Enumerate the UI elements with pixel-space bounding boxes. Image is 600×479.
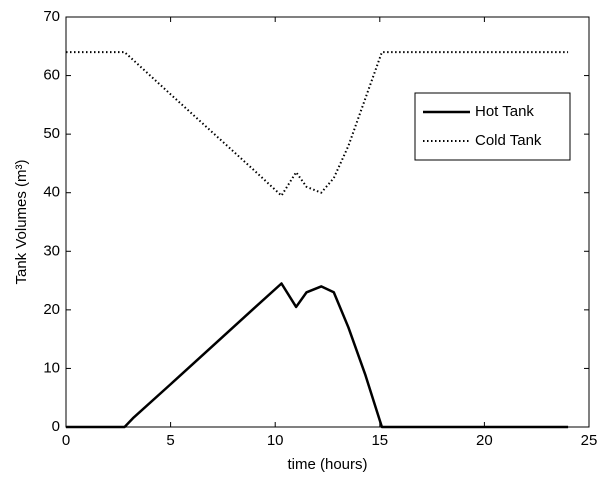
plot-frame bbox=[65, 16, 590, 428]
y-tick-label: 40 bbox=[43, 184, 60, 201]
y-tick-label: 0 bbox=[52, 418, 60, 435]
y-tick-label: 20 bbox=[43, 301, 60, 318]
y-tick-label: 70 bbox=[43, 8, 60, 25]
x-axis-label: time (hours) bbox=[287, 456, 367, 473]
y-tick-label: 30 bbox=[43, 242, 60, 259]
y-tick-label: 10 bbox=[43, 359, 60, 376]
series-line bbox=[66, 282, 569, 429]
y-axis-label: Tank Volumes (m³) bbox=[13, 159, 30, 284]
series-line bbox=[66, 51, 569, 197]
y-tick-label: 50 bbox=[43, 125, 60, 142]
x-tick-label: 25 bbox=[581, 432, 598, 449]
x-tick-label: 20 bbox=[476, 432, 493, 449]
x-tick-label: 15 bbox=[371, 432, 388, 449]
y-tick-label: 60 bbox=[43, 67, 60, 84]
legend-label: Hot Tank bbox=[475, 103, 534, 120]
legend-box bbox=[414, 92, 571, 161]
legend-label: Cold Tank bbox=[475, 132, 542, 149]
x-tick-label: 5 bbox=[166, 432, 174, 449]
x-tick-label: 0 bbox=[62, 432, 70, 449]
x-tick-label: 10 bbox=[267, 432, 284, 449]
